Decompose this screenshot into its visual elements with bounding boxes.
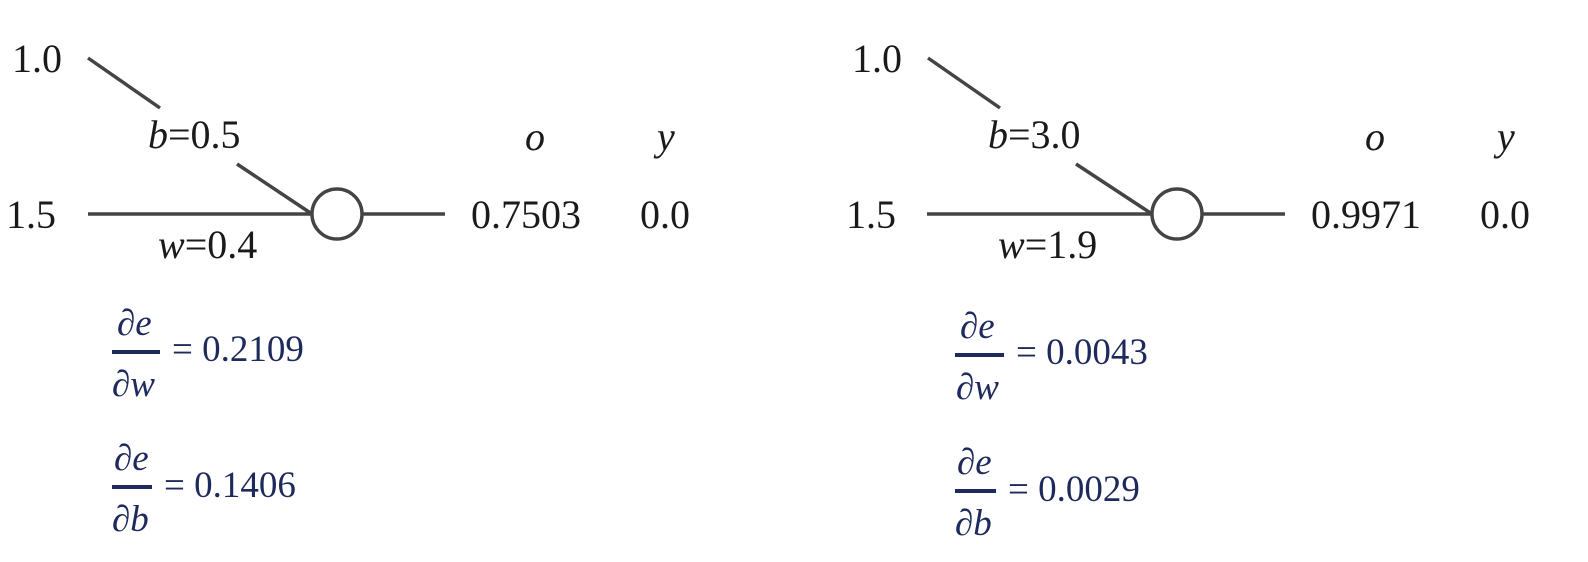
grad-w-denominator: ∂w [112,364,155,405]
o-value: 0.9971 [1311,192,1421,237]
diagram-right: 1.0 1.5 b=3.0 w=1.9 o y 0.9971 0.0 ∂e ∂w… [846,36,1530,544]
bias-edge-upper [927,56,1001,110]
b-value: =0.5 [168,112,241,157]
b-symbol: b [988,112,1008,157]
w-value: =0.4 [185,222,258,267]
bias-weight-label: b=0.5 [148,112,241,157]
grad-b-denominator: ∂b [112,499,149,540]
bias-input-label: 1.0 [852,36,902,81]
neuron-node [310,187,364,241]
bias-input-label: 1.0 [12,36,62,81]
bias-weight-label: b=3.0 [988,112,1081,157]
grad-b-value: = 0.0029 [1008,469,1140,510]
grad-w-value: = 0.0043 [1016,332,1148,373]
grad-b-numerator: ∂e [114,438,149,479]
grad-b-formula: ∂e ∂b = 0.0029 [955,442,1140,544]
grad-b-denominator: ∂b [955,503,992,544]
grad-b-formula: ∂e ∂b = 0.1406 [112,438,296,540]
y-value: 0.0 [1480,192,1530,237]
grad-w-formula: ∂e ∂w = 0.0043 [955,306,1148,408]
grad-w-numerator: ∂e [960,306,995,347]
input-weight-label: w=1.9 [998,222,1097,267]
w-symbol: w [158,222,185,267]
o-value: 0.7503 [471,192,581,237]
bias-edge-lower [236,162,313,216]
o-header: o [1365,114,1385,159]
diagram-left: 1.0 1.5 b=0.5 w=0.4 o y 0.7503 0.0 ∂e ∂w… [6,36,690,540]
neuron-node [1150,187,1204,241]
grad-w-value: = 0.2109 [172,329,304,370]
grad-w-formula: ∂e ∂w = 0.2109 [112,303,304,405]
input-weight-label: w=0.4 [158,222,257,267]
bias-edge-upper [87,56,161,110]
grad-w-denominator: ∂w [956,367,999,408]
w-symbol: w [998,222,1025,267]
grad-b-numerator: ∂e [957,442,992,483]
x-input-label: 1.5 [846,192,896,237]
y-value: 0.0 [640,192,690,237]
o-header: o [525,114,545,159]
w-value: =1.9 [1025,222,1098,267]
b-value: =3.0 [1008,112,1081,157]
y-header: y [653,114,675,159]
b-symbol: b [148,112,168,157]
x-input-label: 1.5 [6,192,56,237]
grad-b-value: = 0.1406 [164,465,296,506]
y-header: y [1493,114,1515,159]
bias-edge-lower [1075,162,1153,216]
grad-w-numerator: ∂e [117,303,152,344]
